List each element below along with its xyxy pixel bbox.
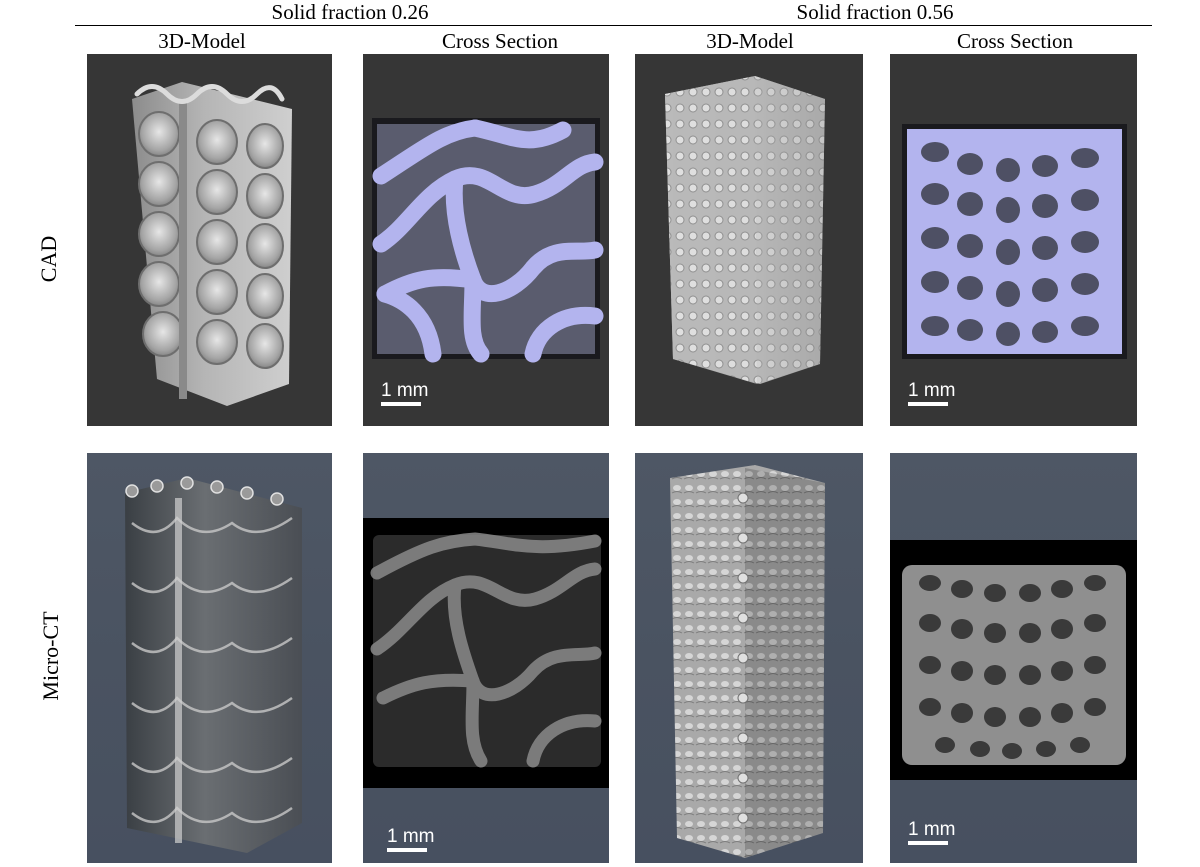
gyroid-ct-section-026-image <box>363 518 609 788</box>
col-header-section-1: Cross Section <box>441 29 559 53</box>
gyroid-ct-section-056-image <box>890 540 1137 780</box>
ct-model-panel-sf056 <box>635 453 863 863</box>
header-rule <box>75 25 1152 26</box>
cad-model-panel-sf026 <box>87 54 332 426</box>
row-label-micro-ct: Micro-CT <box>38 611 63 701</box>
gyroid-cad-model-056-image <box>665 76 825 384</box>
cad-model-panel-sf056 <box>635 54 863 426</box>
gyroid-cad-model-026-image <box>132 82 292 406</box>
col-header-section-2: Cross Section <box>956 29 1074 53</box>
scale-label: 1 mm <box>381 380 429 401</box>
gyroid-ct-model-026-image <box>125 476 302 853</box>
scale-bar-line <box>908 402 948 406</box>
scale-bar-line <box>908 841 948 845</box>
col-header-model-2: 3D-Model <box>706 29 794 53</box>
ct-model-panel-sf026 <box>87 453 332 863</box>
scale-bar-ct-section-056: 1 mm <box>908 820 956 845</box>
gyroid-ct-model-056-image <box>670 465 825 858</box>
scale-bar-ct-section-026: 1 mm <box>387 827 435 852</box>
ct-section-panel-sf056: 1 mm <box>890 453 1137 863</box>
gyroid-cad-section-056-image <box>902 124 1127 359</box>
cad-section-panel-sf026: 1 mm <box>363 54 609 426</box>
group-header-left: Solid fraction 0.26 <box>271 0 429 24</box>
scale-bar-line <box>381 402 421 406</box>
scale-label: 1 mm <box>908 819 956 840</box>
scale-label: 1 mm <box>908 380 956 401</box>
scale-bar-line <box>387 848 427 852</box>
row-label-cad: CAD <box>36 235 61 283</box>
group-header-right: Solid fraction 0.56 <box>796 0 954 24</box>
ct-section-panel-sf026: 1 mm <box>363 453 609 863</box>
col-header-model-1: 3D-Model <box>158 29 246 53</box>
gyroid-cad-section-026-image <box>372 118 604 363</box>
scale-label: 1 mm <box>387 826 435 847</box>
cad-section-panel-sf056: 1 mm <box>890 54 1137 426</box>
scale-bar-cad-section-056: 1 mm <box>908 381 956 406</box>
scale-bar-cad-section-026: 1 mm <box>381 381 429 406</box>
